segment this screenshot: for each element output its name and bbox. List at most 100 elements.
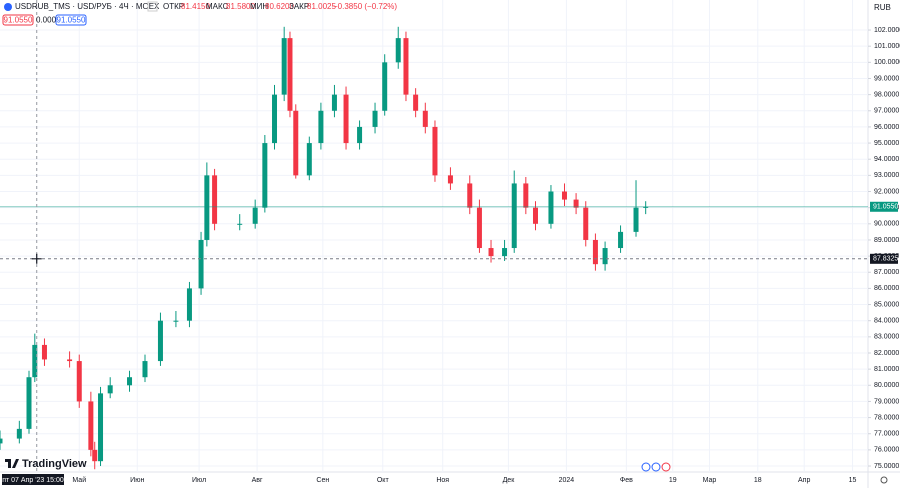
candle-body bbox=[32, 344, 38, 378]
high: 81.5800 bbox=[226, 2, 255, 11]
event[interactable] bbox=[641, 462, 651, 472]
x-tick-label: Авг bbox=[252, 477, 263, 484]
cursor bbox=[31, 253, 42, 264]
y-tick-label: 84.0000 bbox=[874, 318, 899, 325]
crosshair-time-tag bbox=[2, 474, 64, 485]
chip-text: 0.0000 bbox=[36, 16, 61, 25]
candle-body bbox=[212, 175, 218, 224]
candle-body bbox=[343, 94, 349, 144]
high-label: МАКС bbox=[206, 2, 229, 11]
logo: TradingView bbox=[5, 458, 87, 470]
logo-icon bbox=[5, 459, 19, 468]
candle-body bbox=[488, 248, 494, 257]
y-tick-label: 96.0000 bbox=[874, 124, 899, 131]
y-tick-label: 75.0000 bbox=[874, 463, 899, 470]
candle-body bbox=[511, 183, 517, 249]
candle-body bbox=[16, 428, 22, 439]
candle-body bbox=[502, 248, 508, 257]
candle-body bbox=[281, 38, 287, 95]
candle-body bbox=[331, 94, 337, 111]
settings-box[interactable] bbox=[147, 1, 158, 12]
symbol: USDRUB_TMS · USD/РУБ · 4Ч · MOEX bbox=[15, 2, 160, 11]
candle-body bbox=[76, 361, 82, 402]
y-tick-label: 79.0000 bbox=[874, 398, 899, 405]
candle-body bbox=[523, 183, 529, 208]
candle-body bbox=[583, 207, 589, 240]
y-tick-label: 97.0000 bbox=[874, 108, 899, 115]
x-tick-label: 18 bbox=[754, 477, 762, 484]
settings-icon[interactable] bbox=[880, 476, 888, 484]
candle-body bbox=[198, 239, 204, 289]
low-label: МИН bbox=[250, 2, 268, 11]
candle-body bbox=[272, 94, 278, 144]
candle-body bbox=[467, 183, 473, 208]
y-tick-label: 92.0000 bbox=[874, 188, 899, 195]
open-label: ОТКР bbox=[163, 2, 184, 11]
y-tick-label: 81.0000 bbox=[874, 366, 899, 373]
candle-body bbox=[618, 231, 624, 249]
header: USDRUB_TMS · USD/РУБ · 4Ч · MOEX ОТКР 81… bbox=[2, 1, 891, 26]
symbol-icon bbox=[4, 3, 12, 11]
event[interactable] bbox=[651, 462, 661, 472]
y-tick-label: 77.0000 bbox=[874, 431, 899, 438]
last-price-label: 91.0550 bbox=[873, 204, 898, 211]
y-tick-label: 82.0000 bbox=[874, 350, 899, 357]
y-tick-label: 100.0000 bbox=[874, 59, 900, 66]
x-tick-label: Апр bbox=[798, 477, 810, 484]
candle-body bbox=[0, 438, 3, 444]
x-tick-label: Май bbox=[72, 476, 86, 484]
close: 81.0025 bbox=[307, 2, 336, 11]
y-tick-label: 89.0000 bbox=[874, 237, 899, 244]
candle-body bbox=[252, 207, 258, 224]
x-tick-label: Сен bbox=[316, 477, 329, 484]
chip-text: 91.0550 bbox=[4, 16, 33, 25]
chip-text: 91.0550 bbox=[57, 16, 86, 25]
candle-body bbox=[476, 207, 482, 249]
candle-body bbox=[318, 110, 324, 144]
candle-body bbox=[432, 126, 438, 176]
last-price-tag bbox=[870, 201, 898, 212]
x-tick-label: Фев bbox=[620, 477, 633, 484]
candle-body bbox=[142, 361, 148, 378]
candle-body bbox=[88, 401, 94, 450]
candle-body bbox=[157, 320, 163, 362]
candle-body bbox=[107, 385, 113, 394]
y-tick-label: 86.0000 bbox=[874, 285, 899, 292]
candle-body bbox=[548, 191, 554, 224]
candle-body bbox=[237, 223, 243, 225]
candle-body bbox=[592, 239, 598, 265]
y-tick-label: 85.0000 bbox=[874, 301, 899, 308]
close-label: ЗАКР bbox=[289, 2, 309, 11]
candle-body bbox=[262, 143, 268, 208]
candle-body bbox=[67, 359, 73, 362]
chip[interactable] bbox=[55, 14, 87, 26]
event[interactable] bbox=[661, 462, 671, 472]
candle-body bbox=[293, 110, 299, 176]
candle-body bbox=[602, 248, 608, 265]
change: −0.3850 (−0.72%) bbox=[333, 2, 397, 11]
y-tick-label: 87.0000 bbox=[874, 269, 899, 276]
open: 81.4150 bbox=[181, 2, 210, 11]
event-icons bbox=[641, 462, 671, 472]
candle-body bbox=[643, 206, 649, 208]
candle-body bbox=[41, 344, 47, 360]
candle-body bbox=[127, 377, 133, 386]
x-tick-label: Окт bbox=[377, 477, 390, 484]
y-tick-label: 99.0000 bbox=[874, 75, 899, 82]
candle-body bbox=[382, 62, 388, 111]
x-tick-label: 19 bbox=[669, 477, 677, 484]
y-tick-label: 101.0000 bbox=[874, 43, 900, 50]
candle-body bbox=[422, 110, 428, 127]
y-tick-label: 93.0000 bbox=[874, 172, 899, 179]
candle-body bbox=[561, 191, 567, 200]
candle-body bbox=[395, 38, 401, 63]
currency[interactable]: RUB bbox=[874, 3, 891, 12]
chip[interactable] bbox=[2, 14, 34, 26]
candle-body bbox=[357, 126, 363, 144]
candle-body bbox=[204, 175, 210, 240]
y-tick-label: 95.0000 bbox=[874, 140, 899, 147]
